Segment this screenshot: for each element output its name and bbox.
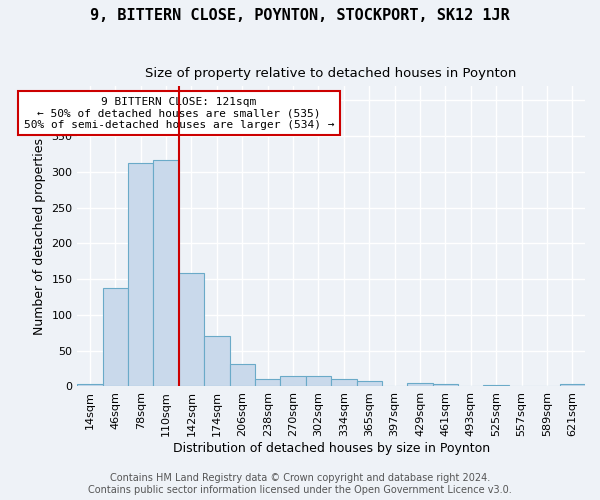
Bar <box>204 336 230 386</box>
Y-axis label: Number of detached properties: Number of detached properties <box>33 138 46 334</box>
Bar <box>230 364 255 386</box>
Title: Size of property relative to detached houses in Poynton: Size of property relative to detached ho… <box>145 68 517 80</box>
Text: 9, BITTERN CLOSE, POYNTON, STOCKPORT, SK12 1JR: 9, BITTERN CLOSE, POYNTON, STOCKPORT, SK… <box>90 8 510 22</box>
Bar <box>306 376 331 386</box>
Text: 9 BITTERN CLOSE: 121sqm
← 50% of detached houses are smaller (535)
50% of semi-d: 9 BITTERN CLOSE: 121sqm ← 50% of detache… <box>23 96 334 130</box>
Text: Contains HM Land Registry data © Crown copyright and database right 2024.
Contai: Contains HM Land Registry data © Crown c… <box>88 474 512 495</box>
Bar <box>407 383 433 386</box>
Bar <box>356 382 382 386</box>
Bar <box>128 163 154 386</box>
Bar <box>560 384 585 386</box>
Bar <box>255 380 280 386</box>
Bar <box>484 385 509 386</box>
Bar <box>280 376 306 386</box>
Bar <box>77 384 103 386</box>
Bar <box>179 274 204 386</box>
Bar <box>154 160 179 386</box>
X-axis label: Distribution of detached houses by size in Poynton: Distribution of detached houses by size … <box>173 442 490 455</box>
Bar <box>331 380 356 386</box>
Bar <box>103 288 128 386</box>
Bar <box>433 384 458 386</box>
